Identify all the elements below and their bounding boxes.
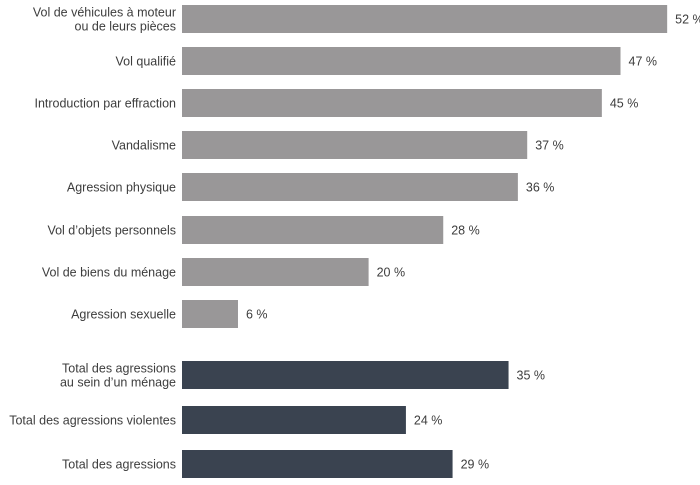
category-label-6: Vol de biens du ménage (42, 266, 176, 280)
value-label-8: 35 % (517, 369, 546, 383)
category-label-line: Agression sexuelle (71, 308, 176, 322)
category-label-4: Agression physique (67, 181, 176, 195)
value-label-2: 45 % (610, 97, 639, 111)
category-label-7: Agression sexuelle (71, 308, 176, 322)
bar-5 (182, 216, 444, 244)
category-label-line: Vol d’objets personnels (47, 224, 176, 238)
value-label-0: 52 % (675, 13, 700, 27)
bar-10 (182, 450, 453, 478)
category-label-1: Vol qualifié (116, 55, 177, 69)
category-label-10: Total des agressions (62, 458, 176, 472)
category-label-line: Total des agressions (62, 458, 176, 472)
bar-3 (182, 131, 528, 159)
category-label-5: Vol d’objets personnels (47, 224, 176, 238)
value-label-5: 28 % (451, 224, 480, 238)
value-label-4: 36 % (526, 181, 555, 195)
category-label-line: Total des agressions violentes (9, 414, 176, 428)
category-label-line: Total des agressions (62, 362, 176, 376)
category-label-line: Vol qualifié (116, 55, 177, 69)
category-label-line: Vol de biens du ménage (42, 266, 176, 280)
category-label-line: au sein d’un ménage (60, 376, 176, 390)
category-label-line: Agression physique (67, 181, 176, 195)
bar-6 (182, 258, 369, 286)
bar-2 (182, 89, 602, 117)
bar-1 (182, 47, 621, 75)
category-label-line: ou de leurs pièces (75, 20, 176, 34)
category-label-line: Vandalisme (112, 139, 176, 153)
bar-7 (182, 300, 238, 328)
bar-0 (182, 5, 668, 33)
category-label-0: Vol de véhicules à moteur ou de leurs piè… (33, 6, 176, 34)
bar-4 (182, 173, 518, 201)
category-label-8: Total des agressions au sein d’un ménage (60, 362, 176, 390)
category-label-2: Introduction par effraction (34, 97, 176, 111)
bar-9 (182, 406, 406, 434)
value-label-10: 29 % (461, 458, 490, 472)
category-label-9: Total des agressions violentes (9, 414, 176, 428)
value-label-7: 6 % (246, 308, 268, 322)
value-label-3: 37 % (535, 139, 564, 153)
category-label-line: Vol de véhicules à moteur (33, 6, 176, 20)
value-label-1: 47 % (629, 55, 658, 69)
bar-8 (182, 361, 509, 389)
value-label-9: 24 % (414, 414, 443, 428)
value-label-6: 20 % (377, 266, 406, 280)
category-label-line: Introduction par effraction (34, 97, 176, 111)
category-label-3: Vandalisme (112, 139, 176, 153)
